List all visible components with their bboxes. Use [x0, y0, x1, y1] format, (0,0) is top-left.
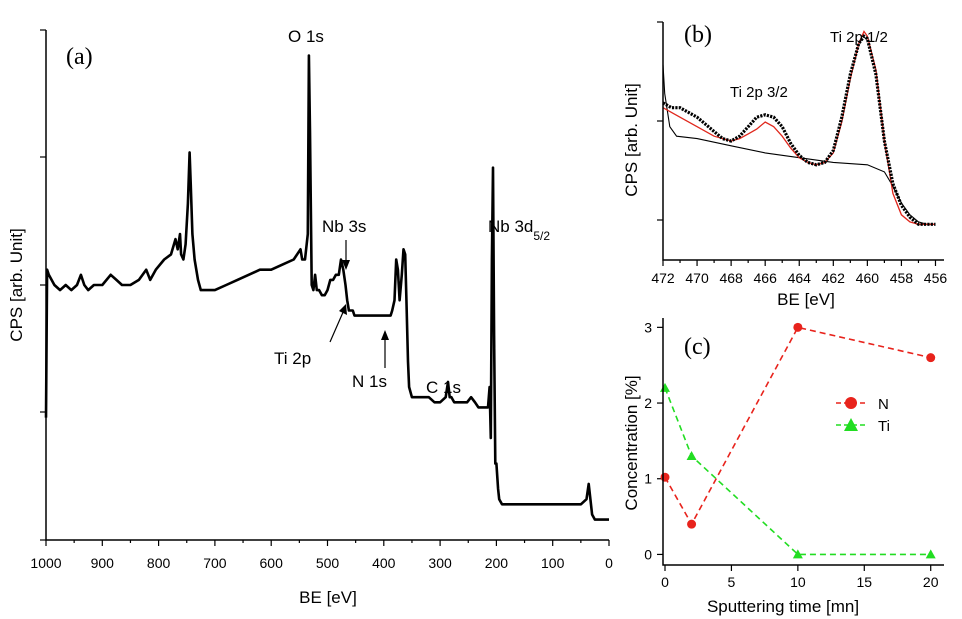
xtick-label: 466 [754, 270, 778, 286]
annotation-nb3d: Nb 3d5/2 [488, 217, 550, 243]
panel-c-frame [662, 318, 944, 566]
panel-b-label: (b) [684, 22, 712, 48]
xtick-label: 100 [541, 555, 565, 571]
xtick-label: 1000 [30, 555, 61, 571]
arrow-nb3s-head [342, 260, 350, 270]
survey-spectrum-line [44, 54, 609, 521]
xtick-label: 700 [203, 555, 227, 571]
annotation-nb3s: Nb 3s [322, 217, 366, 236]
panel-a-ylabel: CPS [arb. Unit] [7, 228, 26, 341]
ytick-label: 0 [644, 546, 652, 562]
annotation-o1s: O 1s [288, 27, 324, 46]
point-N [687, 519, 697, 529]
panel-c-ylabel: Concentration [%] [622, 375, 641, 510]
xtick-label: 460 [856, 270, 880, 286]
annotation-ti2p32: Ti 2p 3/2 [730, 84, 788, 101]
point-Ti [686, 451, 697, 461]
xtick-label: 456 [924, 270, 948, 286]
arrow-ti2p [329, 309, 345, 343]
arrow-n1s-head [381, 330, 389, 340]
xtick-label: 20 [923, 574, 939, 590]
point-Ti [925, 549, 936, 559]
panel-a-label: (a) [66, 44, 93, 70]
xtick-label: 462 [822, 270, 846, 286]
panel-b-frame [662, 22, 944, 261]
xtick-label: 5 [728, 574, 736, 590]
xtick-label: 0 [661, 574, 669, 590]
arrow-ti2p-head [339, 304, 347, 315]
xtick-label: 10 [790, 574, 806, 590]
series-line-Ti [664, 387, 931, 556]
measured-line [662, 34, 936, 226]
legend-ti-label: Ti [878, 418, 890, 435]
legend-n-label: N [878, 396, 889, 413]
point-N [926, 353, 936, 363]
xtick-label: 472 [651, 270, 675, 286]
panel-a: 1000 900 800 700 600 500 400 300 200 100 0 (a) BE … [7, 27, 613, 607]
annotation-n1s: N 1s [352, 372, 387, 391]
annotation-c1s: C 1s [426, 378, 461, 397]
fit-line [662, 30, 936, 225]
panel-c-label: (c) [684, 334, 711, 360]
annotation-ti2p12: Ti 2p 1/2 [830, 29, 888, 46]
xtick-label: 600 [260, 555, 284, 571]
panel-a-frame [45, 30, 609, 541]
xtick-label: 800 [147, 555, 171, 571]
xtick-label: 300 [428, 555, 452, 571]
point-Ti [660, 382, 670, 392]
xtick-label: 200 [485, 555, 509, 571]
legend-ti-marker [844, 418, 858, 431]
ytick-label: 3 [644, 319, 652, 335]
ytick-label: 2 [644, 395, 652, 411]
legend: N Ti [836, 396, 890, 435]
xtick-label: 400 [372, 555, 396, 571]
legend-n-marker [845, 397, 857, 409]
xtick-label: 500 [316, 555, 340, 571]
annotation-ti2p: Ti 2p [274, 349, 311, 368]
point-Ti [792, 549, 803, 559]
xtick-label: 470 [685, 270, 709, 286]
panel-b: 472 470 468 466 464 462 460 458 456 (b) BE [eV] … [622, 21, 948, 309]
point-N [793, 322, 803, 332]
panel-a-xlabel: BE [eV] [299, 588, 357, 607]
panel-c-xlabel: Sputtering time [mn] [707, 597, 859, 616]
xtick-label: 0 [605, 555, 613, 571]
panel-c: 0 5 10 15 20 0 1 2 3 (c) Sputtering time [mn] Co… [622, 318, 944, 616]
xtick-label: 458 [890, 270, 914, 286]
point-N [660, 472, 670, 482]
panel-b-ylabel: CPS [arb. Unit] [622, 83, 641, 196]
ytick-label: 1 [644, 471, 652, 487]
background-line [662, 64, 936, 225]
series-line-N [664, 326, 931, 526]
panel-b-xlabel: BE [eV] [777, 290, 835, 309]
xtick-label: 900 [91, 555, 115, 571]
xtick-label: 468 [719, 270, 743, 286]
xtick-label: 15 [856, 574, 872, 590]
xtick-label: 464 [788, 270, 812, 286]
